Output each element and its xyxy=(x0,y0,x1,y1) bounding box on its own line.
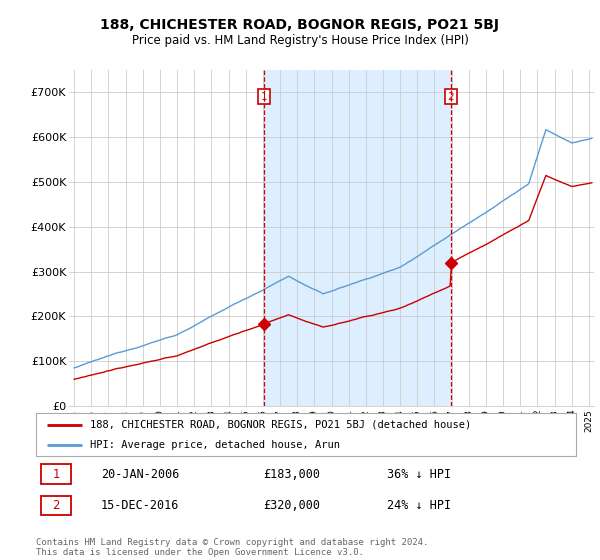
Bar xyxy=(264,70,451,406)
Text: £183,000: £183,000 xyxy=(263,468,320,480)
Text: 24% ↓ HPI: 24% ↓ HPI xyxy=(387,499,451,512)
Text: 2: 2 xyxy=(448,92,454,102)
Text: Price paid vs. HM Land Registry's House Price Index (HPI): Price paid vs. HM Land Registry's House … xyxy=(131,34,469,48)
Text: 20-JAN-2006: 20-JAN-2006 xyxy=(101,468,179,480)
Text: £320,000: £320,000 xyxy=(263,499,320,512)
Text: 1: 1 xyxy=(53,468,60,480)
Text: 2: 2 xyxy=(53,499,60,512)
Text: 1: 1 xyxy=(260,92,267,102)
Text: Contains HM Land Registry data © Crown copyright and database right 2024.
This d: Contains HM Land Registry data © Crown c… xyxy=(36,538,428,557)
Bar xyxy=(41,464,71,484)
Text: HPI: Average price, detached house, Arun: HPI: Average price, detached house, Arun xyxy=(90,441,340,450)
Text: 188, CHICHESTER ROAD, BOGNOR REGIS, PO21 5BJ: 188, CHICHESTER ROAD, BOGNOR REGIS, PO21… xyxy=(101,18,499,32)
Bar xyxy=(41,496,71,515)
Text: 15-DEC-2016: 15-DEC-2016 xyxy=(101,499,179,512)
Text: 188, CHICHESTER ROAD, BOGNOR REGIS, PO21 5BJ (detached house): 188, CHICHESTER ROAD, BOGNOR REGIS, PO21… xyxy=(90,420,471,430)
Text: 36% ↓ HPI: 36% ↓ HPI xyxy=(387,468,451,480)
